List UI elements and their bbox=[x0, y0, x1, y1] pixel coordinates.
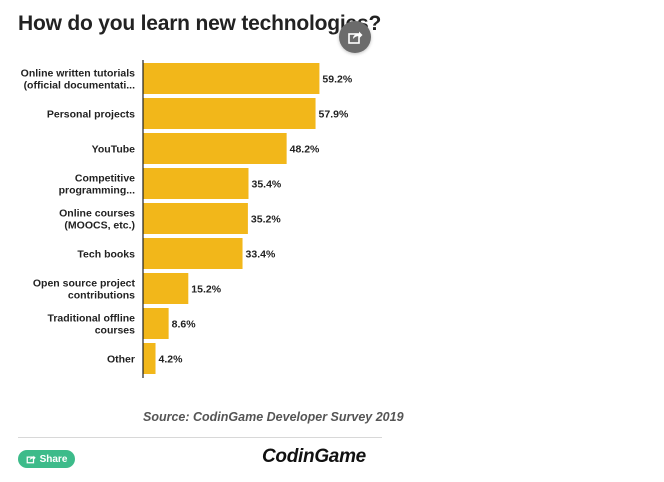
share-arrow-icon bbox=[348, 31, 363, 44]
chart-source: Source: CodinGame Developer Survey 2019 bbox=[143, 410, 404, 424]
category-label-4: Online courses (MOOCS, etc.) bbox=[59, 208, 135, 232]
bar-chart: 59.2% Online written tutorials (official d… bbox=[21, 60, 353, 378]
value-label-2: 48.2% bbox=[290, 144, 320, 156]
category-label-5: Tech books bbox=[77, 249, 135, 261]
category-label-2: YouTube bbox=[92, 144, 136, 156]
bar-1[interactable] bbox=[143, 98, 316, 129]
value-label-4: 35.2% bbox=[251, 214, 281, 226]
category-label-7: Traditional offline courses bbox=[47, 313, 135, 337]
value-label-1: 57.9% bbox=[319, 109, 349, 121]
category-label-0: Online written tutorials (official docume… bbox=[21, 68, 136, 92]
bar-8[interactable] bbox=[143, 343, 156, 374]
bar-7[interactable] bbox=[143, 308, 169, 339]
category-label-1: Personal projects bbox=[47, 109, 135, 121]
value-label-8: 4.2% bbox=[159, 354, 184, 366]
value-label-3: 35.4% bbox=[251, 179, 281, 191]
value-label-0: 59.2% bbox=[322, 74, 352, 86]
logo-text: CodinGame bbox=[262, 446, 366, 467]
value-label-6: 15.2% bbox=[191, 284, 221, 296]
bar-6[interactable] bbox=[143, 273, 189, 304]
bar-5[interactable] bbox=[143, 238, 243, 269]
value-label-5: 33.4% bbox=[246, 249, 276, 261]
chart-title: How do you learn new technologies? bbox=[18, 12, 382, 35]
share-arrow-icon bbox=[26, 455, 36, 464]
value-label-7: 8.6% bbox=[172, 319, 197, 331]
category-label-6: Open source project contributions bbox=[33, 278, 136, 302]
bar-0[interactable] bbox=[143, 63, 320, 94]
share-circle-button[interactable] bbox=[339, 21, 371, 53]
bar-3[interactable] bbox=[143, 168, 249, 199]
footer-divider bbox=[18, 437, 382, 438]
share-button[interactable]: Share bbox=[18, 450, 75, 468]
bar-4[interactable] bbox=[143, 203, 248, 234]
bar-2[interactable] bbox=[143, 133, 287, 164]
category-label-8: Other bbox=[107, 354, 135, 366]
category-label-3: Competitive programming... bbox=[59, 173, 136, 197]
share-button-label: Share bbox=[39, 453, 68, 465]
codingame-logo: CodinGame bbox=[262, 446, 366, 468]
